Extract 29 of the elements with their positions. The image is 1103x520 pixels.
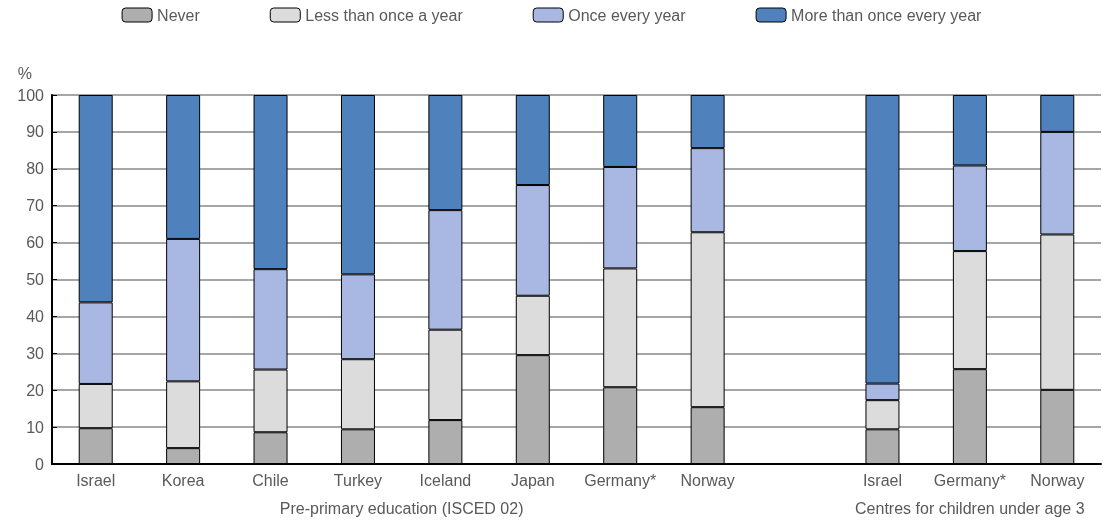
- x-tick-label: Chile: [252, 471, 289, 489]
- legend-label: Never: [157, 6, 201, 24]
- x-tick-label: Japan: [510, 471, 555, 489]
- x-tick-label: Turkey: [333, 471, 383, 489]
- legend-label: Once every year: [568, 6, 687, 24]
- y-tick-label: 0: [35, 455, 45, 473]
- x-tick-label: Germany*: [584, 471, 657, 489]
- text: Pre-primary education (ISCED 02): [279, 499, 524, 517]
- x-tick-label: Iceland: [419, 471, 472, 489]
- legend-label: More than once every year: [791, 6, 983, 24]
- legend-label: Less than once a year: [305, 6, 464, 24]
- text: Centres for children under age 3: [855, 499, 1085, 517]
- x-tick-label: Norway: [680, 471, 735, 489]
- y-tick-label: 60: [26, 234, 45, 252]
- y-tick-label: 90: [26, 123, 45, 141]
- y-tick-label: 50: [26, 271, 45, 288]
- x-tick-label: Germany*: [933, 471, 1006, 489]
- y-tick-label: 80: [26, 160, 45, 178]
- y-tick-label: 40: [26, 307, 45, 325]
- x-tick-label: Israel: [76, 471, 116, 489]
- x-tick-label: Norway: [1030, 471, 1085, 489]
- y-tick-label: 30: [26, 344, 45, 362]
- y-axis-title: %: [17, 64, 32, 82]
- y-tick-label: 70: [26, 197, 45, 215]
- y-tick-label: 10: [26, 418, 45, 436]
- x-tick-label: Israel: [862, 471, 903, 489]
- y-tick-label: 20: [26, 381, 45, 399]
- x-tick-label: Korea: [161, 471, 205, 489]
- y-tick-label: 100: [17, 86, 45, 104]
